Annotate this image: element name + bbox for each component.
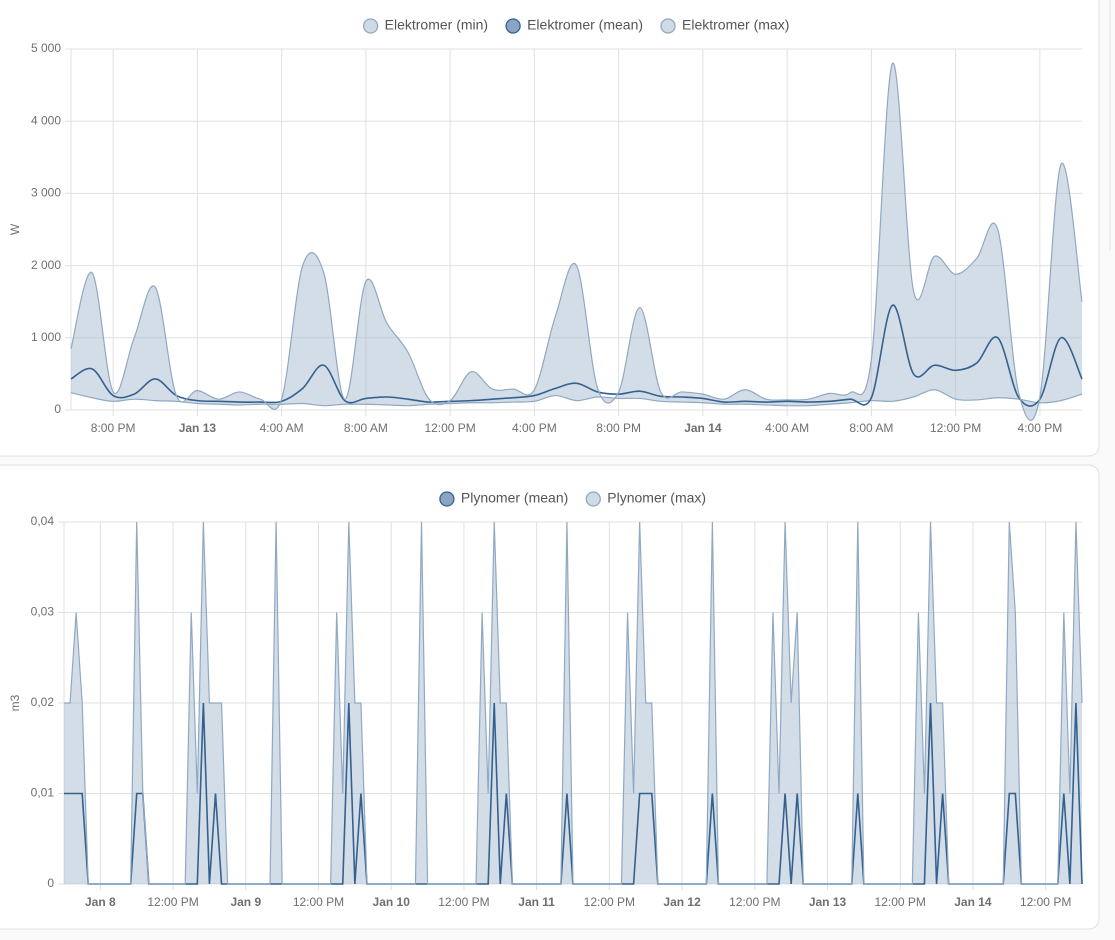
x-tick-label: Jan 13 [809, 895, 847, 909]
legend-label: Elektromer (max) [682, 17, 789, 33]
x-tick-label: Jan 12 [663, 895, 701, 909]
legend-swatch [585, 491, 601, 507]
series-line [70, 62, 1083, 421]
series-line [70, 389, 1083, 407]
series-line [70, 304, 1083, 407]
x-tick-label: 4:00 PM [1018, 421, 1063, 435]
y-tick-label: 0,03 [31, 605, 55, 619]
x-tick-label: 4:00 PM [512, 421, 557, 435]
x-tick-label: 12:00 PM [438, 895, 489, 909]
x-tick-label: 4:00 AM [765, 421, 809, 435]
x-tick-label: 12:00 PM [729, 895, 780, 909]
x-tick-label: 12:00 PM [930, 421, 981, 435]
y-tick-label: 0 [47, 876, 54, 890]
y-tick-label: 0,02 [31, 695, 55, 709]
legend-swatch [362, 18, 379, 34]
range-area [71, 62, 1082, 421]
y-tick-label: 0,04 [31, 514, 55, 528]
y-tick-label: 2 000 [31, 258, 61, 272]
y-axis-label: m3 [8, 694, 22, 711]
y-tick-label: 1 000 [31, 330, 61, 344]
legend: Plynomer (mean) Plynomer (max) [439, 490, 706, 507]
y-axis-label: W [8, 223, 22, 235]
x-tick-label: 12:00 PM [293, 895, 344, 909]
x-tick-label: 12:00 PM [424, 421, 475, 435]
legend-label: Plynomer (max) [607, 490, 706, 506]
y-tick-label: 5 000 [31, 41, 61, 55]
x-tick-label: 4:00 AM [260, 421, 304, 435]
x-tick-label: Jan 8 [85, 895, 116, 909]
legend-label: Plynomer (mean) [461, 490, 568, 506]
x-tick-label: Jan 14 [954, 895, 992, 909]
x-tick-label: Jan 9 [230, 895, 261, 909]
legend-swatch [439, 491, 455, 507]
x-tick-label: 8:00 PM [91, 421, 136, 435]
x-tick-label: 8:00 PM [596, 421, 641, 435]
series-line [64, 521, 1083, 885]
x-tick-label: Jan 11 [518, 895, 555, 909]
x-tick-label: 12:00 PM [147, 895, 198, 909]
x-tick-label: Jan 14 [684, 421, 722, 435]
y-tick-label: 0,01 [31, 786, 55, 800]
legend-swatch [505, 18, 521, 34]
x-tick-label: 12:00 PM [584, 895, 635, 909]
x-tick-label: 8:00 AM [849, 421, 893, 435]
x-tick-label: 12:00 PM [875, 895, 926, 909]
legend-label: Elektromer (min) [385, 17, 488, 33]
x-tick-label: 12:00 PM [1020, 895, 1071, 909]
legend: Elektromer (min) Elektromer (mean) Elektro… [362, 17, 789, 34]
legend-swatch [660, 18, 676, 34]
y-tick-label: 4 000 [31, 113, 61, 127]
y-tick-label: 3 000 [31, 186, 61, 200]
y-tick-label: 0 [54, 402, 61, 416]
x-tick-label: Jan 10 [373, 895, 411, 909]
x-tick-label: Jan 13 [179, 421, 217, 435]
x-tick-label: 8:00 AM [344, 421, 388, 435]
card [0, 0, 1100, 457]
legend-label: Elektromer (mean) [527, 17, 643, 33]
